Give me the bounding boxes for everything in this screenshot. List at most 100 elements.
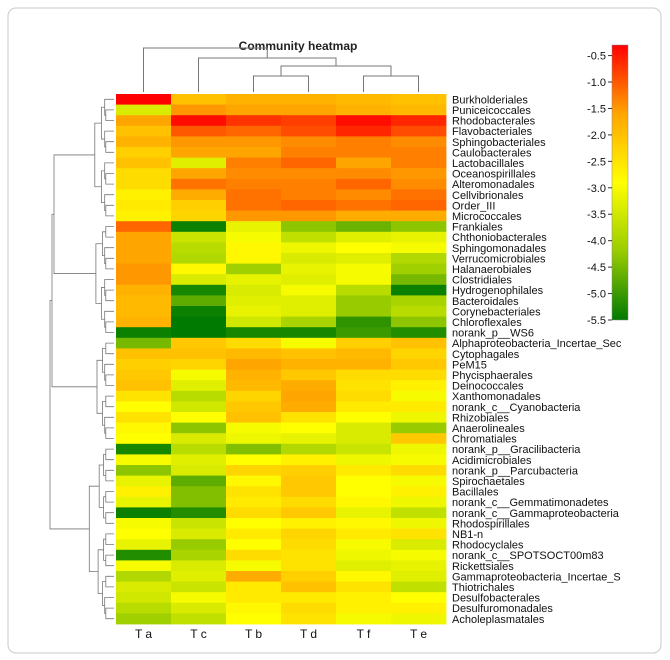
heatmap-cell <box>391 592 447 604</box>
heatmap-cell <box>391 221 447 233</box>
heatmap-cell <box>281 592 337 604</box>
heatmap-cell <box>336 274 392 286</box>
row-label: norank_c__Gemmatimonadetes <box>452 497 609 509</box>
heatmap-cell <box>226 125 282 137</box>
heatmap-cell <box>391 316 447 328</box>
colorbar: -0.5 -1.0 -1.5 -2.0 -2.5 -3.0 -3.5 -4.0 -4.5 -5.0… <box>587 44 629 327</box>
row-label: Spirochaetales <box>452 476 525 488</box>
row-label: Alteromonadales <box>452 179 535 191</box>
heatmap-cell <box>336 433 392 445</box>
heatmap-cell <box>336 465 392 476</box>
heatmap-cell <box>281 295 337 307</box>
heatmap-cell <box>281 221 337 233</box>
heatmap-cell <box>171 359 227 370</box>
heatmap-cell <box>116 327 172 339</box>
heatmap-cell <box>391 274 447 286</box>
heatmap-cell <box>336 284 392 296</box>
heatmap-cell <box>281 539 337 551</box>
heatmap-cell <box>226 284 282 296</box>
heatmap-cell <box>171 242 227 254</box>
heatmap-cell <box>116 549 172 561</box>
heatmap-cell <box>226 528 282 540</box>
heatmap-cell <box>116 443 172 455</box>
heatmap-cell <box>281 253 337 264</box>
row-label: Bacteroidales <box>452 296 519 308</box>
heatmap-cell <box>171 104 227 116</box>
heatmap-cell <box>391 284 447 296</box>
heatmap-cell <box>116 602 172 614</box>
heatmap-cell <box>116 348 172 360</box>
heatmap-cell <box>336 242 392 254</box>
row-label: Phycisphaerales <box>452 370 533 382</box>
heatmap-cell <box>281 560 337 572</box>
colorbar-tick-label: -1.0 <box>587 77 606 89</box>
heatmap-cell <box>336 390 392 402</box>
heatmap-cell <box>281 359 337 370</box>
row-label: Rhodobacterales <box>452 116 536 128</box>
heatmap-cell <box>116 337 172 349</box>
column-dendrogram-branch <box>143 47 268 92</box>
heatmap-cell <box>171 549 227 561</box>
heatmap-cell <box>391 390 447 402</box>
row-label: Bacillales <box>452 487 499 499</box>
heatmap-cell <box>116 157 172 169</box>
heatmap-cell <box>391 549 447 561</box>
heatmap-cell <box>226 147 282 158</box>
row-label: Order_III <box>452 200 495 212</box>
heatmap-cell <box>281 306 337 317</box>
heatmap-cell <box>116 422 172 434</box>
heatmap-cell <box>171 454 227 466</box>
heatmap-cell <box>226 348 282 360</box>
heatmap-cell <box>171 168 227 180</box>
heatmap-cell <box>226 496 282 508</box>
row-label: Deinococcales <box>452 381 524 393</box>
heatmap-cell <box>171 263 227 275</box>
heatmap-cell <box>281 412 337 423</box>
heatmap-cell <box>226 295 282 307</box>
heatmap-cell <box>226 178 282 190</box>
heatmap-cell <box>226 136 282 148</box>
heatmap-cell <box>391 486 447 498</box>
heatmap-cell <box>336 178 392 190</box>
heatmap-cell <box>226 454 282 466</box>
heatmap-cell <box>281 274 337 286</box>
colorbar-tick-label: -4.5 <box>587 262 606 274</box>
heatmap-cell <box>281 528 337 540</box>
heatmap-cell <box>116 221 172 233</box>
heatmap-cell <box>281 125 337 137</box>
heatmap-cell <box>336 380 392 392</box>
heatmap-cell <box>391 613 447 625</box>
heatmap-cell <box>391 263 447 275</box>
heatmap-cell <box>391 518 447 529</box>
heatmap-cell <box>391 178 447 190</box>
heatmap-cell <box>391 253 447 264</box>
heatmap-cell <box>336 316 392 328</box>
heatmap-cell <box>171 443 227 455</box>
heatmap-cell <box>281 380 337 392</box>
heatmap-cell <box>336 369 392 381</box>
row-label: Sphingobacteriales <box>452 137 546 149</box>
column-label: T f <box>357 627 371 641</box>
heatmap-cell <box>336 401 392 413</box>
heatmap-cell <box>171 253 227 264</box>
heatmap-cell <box>336 518 392 529</box>
column-label: T d <box>300 627 317 641</box>
row-label: Micrococcales <box>452 211 522 223</box>
heatmap-cell <box>281 571 337 582</box>
heatmap-cell <box>226 475 282 487</box>
heatmap-cell <box>116 528 172 540</box>
row-label: Thiotrichales <box>452 582 515 594</box>
heatmap-cell <box>116 115 172 127</box>
heatmap-cell <box>171 433 227 445</box>
row-label: Anaerolineales <box>452 423 525 435</box>
row-label: Rickettsiales <box>452 561 514 573</box>
heatmap-cell <box>281 518 337 529</box>
heatmap-cell <box>116 295 172 307</box>
heatmap-cell <box>171 189 227 201</box>
row-label: Desulfuromonadales <box>452 603 553 615</box>
heatmap-cell <box>391 242 447 254</box>
heatmap-cell <box>391 125 447 137</box>
heatmap-cell <box>336 327 392 339</box>
heatmap-cell <box>116 369 172 381</box>
heatmap-cell <box>391 200 447 211</box>
